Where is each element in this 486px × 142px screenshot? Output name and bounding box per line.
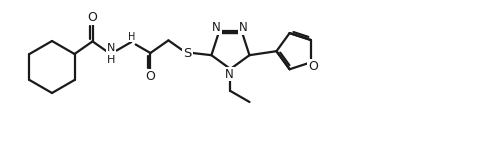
Text: N: N	[225, 67, 234, 81]
Text: O: O	[308, 60, 318, 73]
Text: H: H	[128, 32, 135, 41]
Text: O: O	[145, 70, 156, 83]
Text: N: N	[239, 21, 247, 34]
Text: N
H: N H	[107, 43, 115, 65]
Text: S: S	[183, 46, 191, 59]
Text: O: O	[87, 11, 98, 24]
Text: N: N	[212, 21, 221, 34]
